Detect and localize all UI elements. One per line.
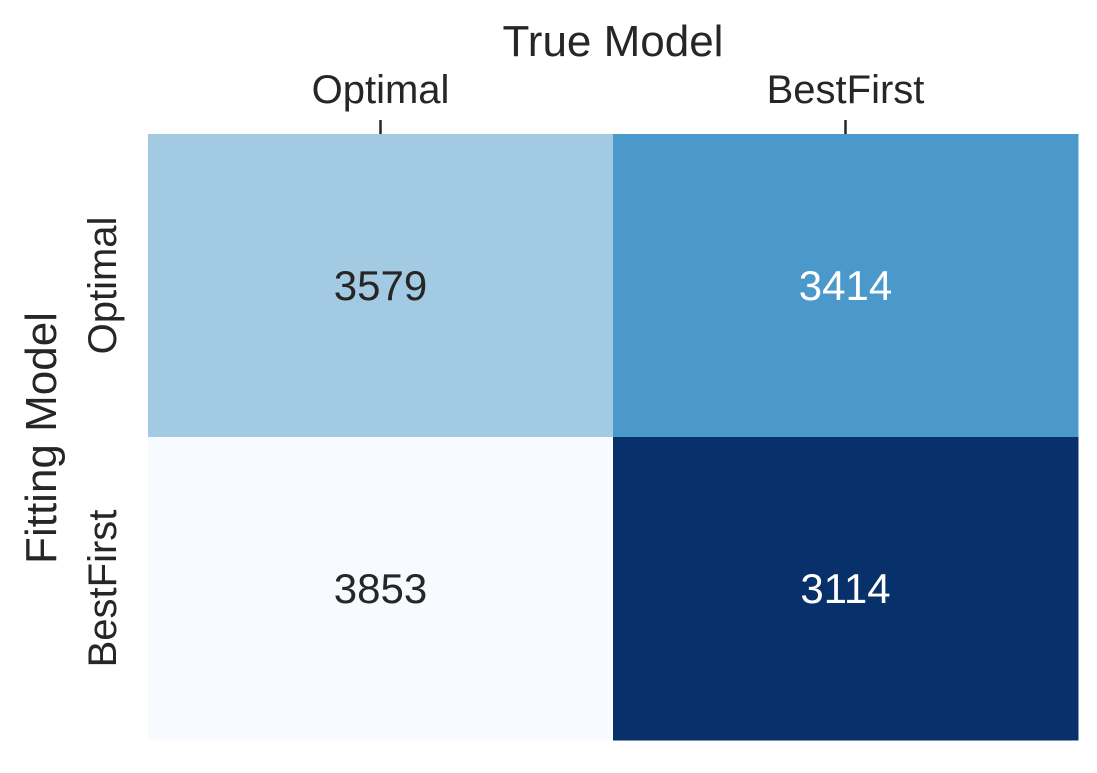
heatmap-cells: 3579 3414 3853 3114 [148, 134, 1079, 741]
y-tick-label-1: Optimal [81, 217, 125, 355]
y-tick-label-2: BestFirst [81, 510, 125, 668]
axis-ticks: Optimal BestFirst Optimal BestFirst [81, 68, 924, 667]
heatmap-cell-r1-c2 [613, 134, 1079, 438]
x-tick-label-2: BestFirst [767, 68, 925, 112]
x-axis-title: True Model [503, 17, 724, 66]
cell-value-r1-c2: 3414 [799, 262, 892, 309]
y-axis-title: Fitting Model [17, 312, 66, 564]
cell-value-r1-c1: 3579 [334, 262, 427, 309]
heatmap-cell-r1-c1 [148, 134, 614, 438]
heatmap-cell-r2-c2 [613, 437, 1079, 741]
x-tick-label-1: Optimal [312, 68, 450, 112]
heatmap-cell-r2-c1 [148, 437, 614, 741]
cell-value-r2-c1: 3853 [334, 565, 427, 612]
cell-value-r2-c2: 3114 [800, 565, 890, 612]
